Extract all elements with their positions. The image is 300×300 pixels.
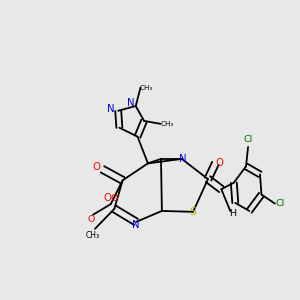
Text: N: N bbox=[107, 104, 115, 114]
Text: CH₃: CH₃ bbox=[140, 85, 153, 91]
Text: O: O bbox=[216, 158, 224, 168]
Text: CH₃: CH₃ bbox=[85, 231, 100, 240]
Text: H: H bbox=[229, 209, 236, 218]
Text: O: O bbox=[88, 215, 95, 224]
Text: Cl: Cl bbox=[276, 199, 285, 208]
Text: N: N bbox=[179, 154, 187, 164]
Text: O: O bbox=[104, 193, 112, 203]
Text: N: N bbox=[132, 220, 140, 230]
Text: Cl: Cl bbox=[244, 135, 253, 144]
Text: S: S bbox=[190, 207, 196, 217]
Text: O: O bbox=[111, 194, 118, 203]
Text: N: N bbox=[128, 98, 135, 108]
Text: CH₃: CH₃ bbox=[160, 121, 174, 127]
Text: O: O bbox=[92, 162, 100, 172]
